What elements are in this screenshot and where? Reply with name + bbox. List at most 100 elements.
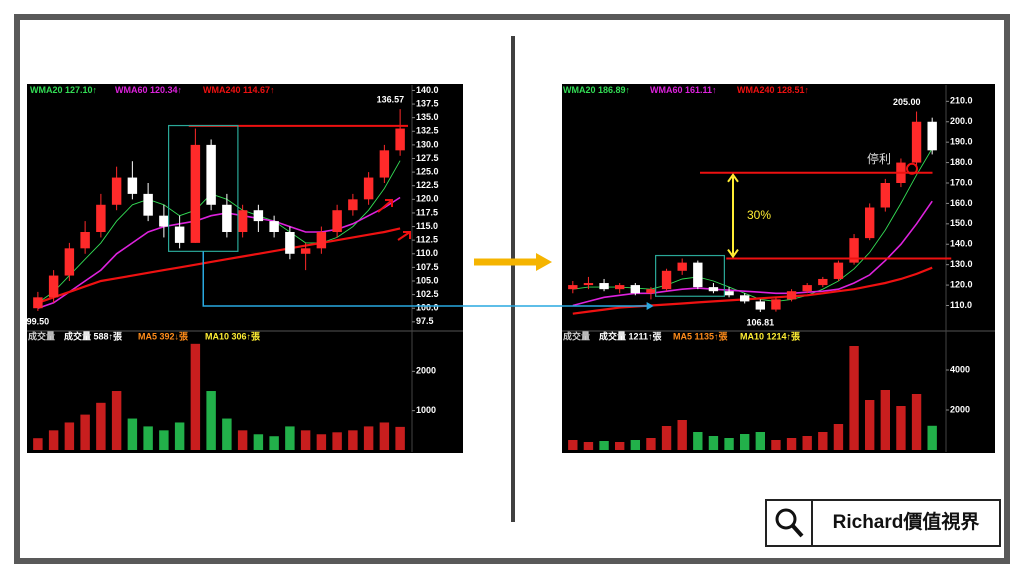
volume-bar — [143, 426, 153, 450]
volume-bar — [379, 422, 390, 450]
volume-bar — [222, 418, 232, 450]
y-tick-label: 200.0 — [950, 116, 973, 126]
volume-legend: 成交量 1211↑張 — [599, 330, 663, 341]
volume-bar — [630, 440, 640, 450]
y-tick-label: 117.5 — [416, 207, 438, 217]
volume-bar — [708, 436, 719, 450]
volume-bar — [615, 442, 625, 450]
volume-bar — [48, 430, 59, 450]
trend-arrow — [377, 199, 393, 213]
volume-bar — [661, 426, 672, 450]
price-extreme-label: 136.57 — [377, 94, 405, 104]
y-tick-label: 160.0 — [950, 198, 973, 208]
legend-name: WMA20 — [30, 85, 63, 95]
y-tick-label: 132.5 — [416, 126, 439, 136]
y-tick-label: 115.0 — [416, 221, 438, 231]
candle-body — [80, 232, 90, 249]
candle-body — [111, 177, 122, 205]
volume-bar — [599, 441, 609, 450]
price-extreme-label: 205.00 — [893, 97, 921, 107]
trend-arrow — [397, 231, 411, 241]
y-tick-label: 150.0 — [950, 218, 973, 228]
candle-body — [849, 238, 859, 263]
legend-value: 127.10↑ — [65, 85, 97, 95]
legend-entry: WMA240 114.67↑ — [203, 85, 275, 95]
y-tick-label: 125.0 — [416, 166, 439, 176]
legend-value: 114.67↑ — [243, 85, 275, 95]
volume-bar — [237, 430, 248, 450]
y-tick-label: 130.0 — [416, 139, 439, 149]
candle-body — [724, 291, 734, 296]
candle-body — [269, 221, 279, 232]
gain-label: 30% — [747, 208, 771, 222]
y-tick-label: 102.5 — [416, 289, 439, 299]
volume-bar — [269, 436, 279, 450]
y-tick-label: 130.0 — [950, 259, 973, 269]
y-tick-label: 110.0 — [950, 300, 972, 310]
price-extreme-label: 106.81 — [747, 317, 775, 327]
candle-body — [348, 199, 358, 211]
volume-bar — [849, 346, 859, 450]
volume-bar — [96, 402, 106, 450]
volume-bar — [865, 400, 875, 450]
moving-average-line — [37, 227, 401, 304]
y-tick-label: 120.0 — [950, 279, 973, 289]
volume-bar — [786, 438, 797, 450]
y-tick-label: 110.0 — [416, 248, 438, 258]
candle-body — [316, 232, 327, 249]
candle-body — [771, 299, 781, 310]
volume-tick-label: 1000 — [416, 405, 436, 415]
candle-body — [174, 226, 185, 243]
moving-average-line — [572, 200, 933, 307]
chart-background — [562, 84, 995, 453]
volume-bar — [818, 432, 828, 450]
candle-body — [646, 289, 656, 294]
volume-bar — [724, 438, 734, 450]
price-extreme-label: 99.50 — [27, 316, 50, 326]
y-tick-label: 127.5 — [416, 153, 439, 163]
volume-bar — [80, 414, 90, 450]
candle-body — [127, 177, 138, 194]
legend-entry: WMA60 161.11↑ — [650, 85, 717, 95]
y-tick-label: 120.0 — [416, 194, 439, 204]
connector-line — [202, 251, 652, 307]
y-tick-label: 140.0 — [950, 239, 973, 249]
y-tick-label: 210.0 — [950, 96, 973, 106]
candle-body — [64, 248, 75, 276]
candle-body — [740, 295, 750, 302]
y-tick-label: 112.5 — [416, 235, 438, 245]
candle-body — [379, 150, 390, 178]
candle-body — [48, 275, 59, 298]
volume-bar — [740, 434, 750, 450]
search-icon-handle — [791, 524, 804, 538]
volume-bar — [395, 426, 405, 450]
volume-bar — [285, 426, 295, 450]
highlight-box — [655, 254, 725, 297]
candle-body — [568, 285, 578, 290]
volume-tick-label: 2000 — [416, 366, 436, 376]
volume-bar — [911, 394, 922, 450]
legend-name: WMA20 — [563, 85, 596, 95]
volume-tick-label: 2000 — [950, 404, 970, 414]
legend-name: WMA240 — [203, 85, 241, 95]
volume-bar — [127, 418, 138, 450]
legend-value: 161.11↑ — [685, 85, 717, 95]
volume-bar — [332, 432, 342, 450]
search-icon — [775, 508, 797, 530]
volume-bar — [802, 436, 812, 450]
volume-bar — [677, 420, 687, 450]
volume-bar — [190, 343, 201, 450]
volume-bar — [927, 425, 937, 450]
volume-bar — [348, 430, 358, 450]
candle-body — [583, 283, 594, 286]
volume-bar — [174, 422, 185, 450]
legend-name: WMA60 — [650, 85, 683, 95]
volume-bar — [646, 438, 656, 450]
candle-body — [253, 210, 264, 222]
candle-body — [677, 262, 687, 271]
candle-body — [206, 144, 216, 205]
brand-box — [765, 499, 1001, 547]
candle-body — [159, 215, 169, 227]
brand-name: Richard價值視界 — [833, 510, 980, 533]
